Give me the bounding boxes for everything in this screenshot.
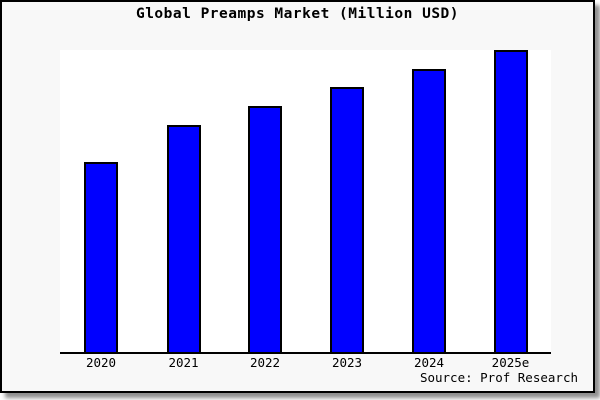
chart-frame: Global Preamps Market (Million USD) 2020… [0,0,595,393]
bar-2025e [493,50,528,352]
bar-2020 [84,162,118,352]
bar-2022 [248,106,282,352]
bar-2023 [330,87,364,352]
x-tick-label-2025e: 2025e [491,355,530,370]
bar-2021 [166,125,201,352]
plot-area [60,50,551,354]
x-tick-label-2022: 2022 [249,355,281,370]
x-tick-label-2023: 2023 [331,355,363,370]
bar-2024 [412,69,446,352]
x-tick-label-2020: 2020 [85,355,117,370]
x-tick-label-2021: 2021 [168,355,199,370]
chart-title: Global Preamps Market (Million USD) [135,6,460,22]
x-tick-label-2024: 2024 [413,355,445,370]
source-caption: Source: Prof Research [419,370,578,385]
